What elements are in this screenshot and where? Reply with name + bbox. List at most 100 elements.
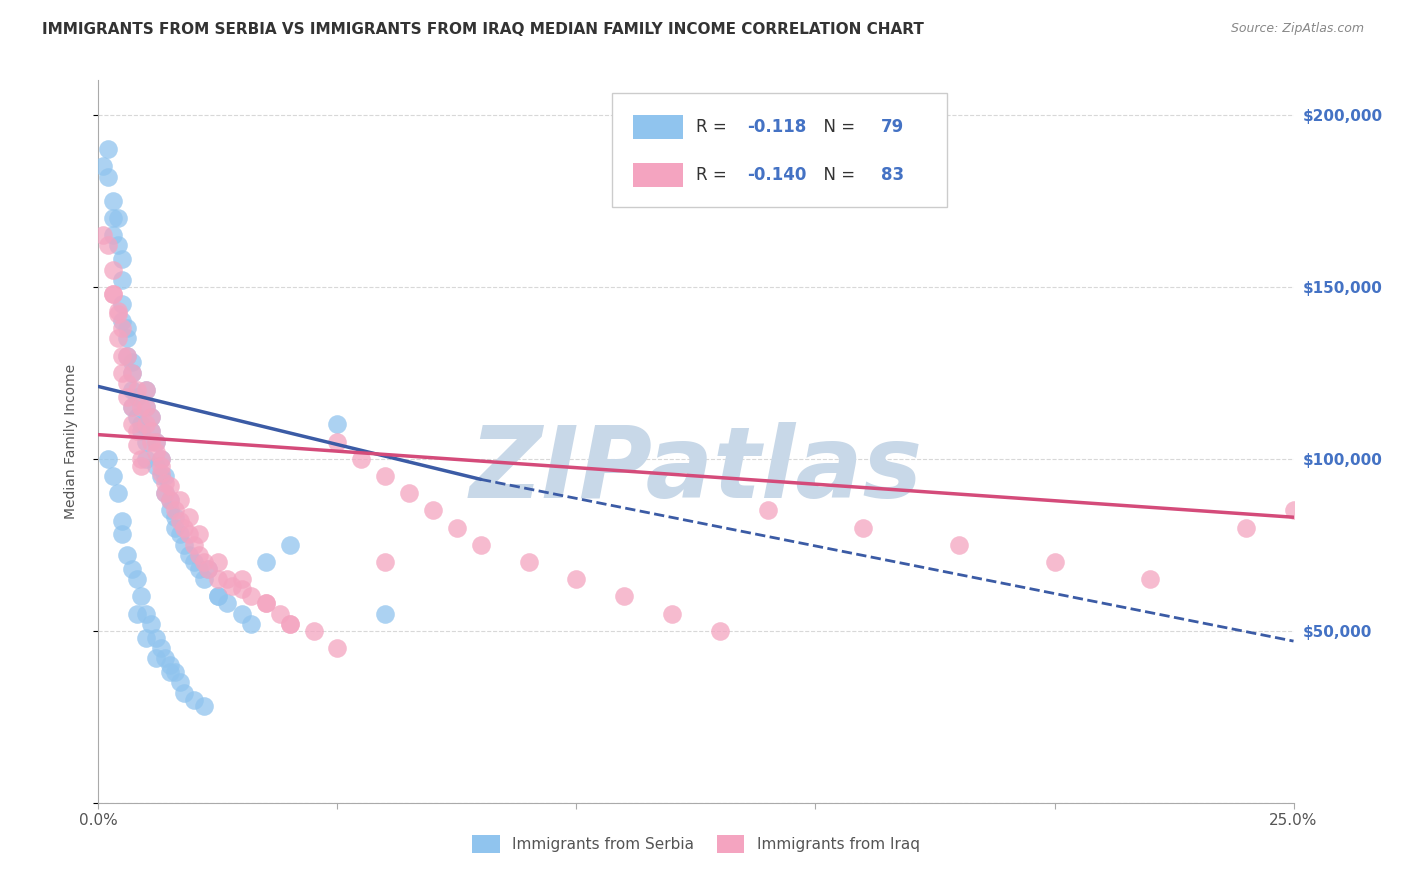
Point (169, 675, 191, 690)
Point (1043, 555, 1066, 569)
Point (107, 307, 129, 321)
Point (121, 366, 143, 380)
Point (221, 579, 243, 593)
Point (179, 527, 201, 541)
Point (207, 590, 229, 604)
Point (131, 400, 153, 414)
Text: N =: N = (813, 118, 860, 136)
Point (374, 555, 396, 569)
Point (155, 486, 177, 500)
Point (111, 273, 134, 287)
Point (217, 596, 239, 610)
Point (254, 596, 277, 610)
Point (111, 314, 134, 328)
Point (517, 555, 540, 569)
Point (131, 417, 153, 432)
Point (565, 572, 588, 586)
Point (135, 451, 157, 466)
Point (302, 624, 325, 638)
Text: R =: R = (696, 166, 733, 184)
Point (661, 607, 683, 621)
Point (187, 562, 209, 576)
Point (115, 349, 138, 363)
Text: 79: 79 (882, 118, 904, 136)
Point (115, 349, 138, 363)
Point (155, 651, 177, 665)
Point (107, 211, 129, 225)
Point (139, 410, 162, 425)
Text: 83: 83 (882, 166, 904, 184)
Point (149, 466, 172, 480)
Point (193, 572, 215, 586)
Point (125, 572, 148, 586)
Point (115, 321, 138, 335)
FancyBboxPatch shape (633, 115, 683, 139)
Point (139, 424, 162, 438)
Point (135, 631, 157, 645)
Point (231, 572, 253, 586)
Point (101, 286, 124, 301)
Point (709, 624, 731, 638)
Point (278, 538, 301, 552)
Point (173, 686, 195, 700)
Point (121, 562, 143, 576)
Point (149, 451, 172, 466)
Point (107, 303, 129, 318)
Point (183, 692, 205, 706)
Y-axis label: Median Family Income: Median Family Income (63, 364, 77, 519)
Point (107, 238, 129, 252)
Point (163, 503, 186, 517)
Point (125, 438, 148, 452)
Legend: Immigrants from Serbia, Immigrants from Iraq: Immigrants from Serbia, Immigrants from … (464, 827, 928, 860)
Point (135, 607, 157, 621)
Point (169, 527, 191, 541)
Point (159, 665, 181, 679)
Point (101, 194, 124, 208)
Point (155, 469, 177, 483)
Point (135, 417, 157, 432)
Point (169, 493, 191, 508)
Point (149, 469, 172, 483)
Point (111, 297, 134, 311)
Point (159, 479, 181, 493)
Point (125, 410, 148, 425)
Point (278, 616, 301, 631)
Point (107, 486, 129, 500)
Point (115, 390, 138, 404)
Point (101, 211, 124, 225)
Point (1234, 520, 1257, 534)
Point (197, 562, 219, 576)
Point (278, 616, 301, 631)
Point (145, 651, 167, 665)
Point (115, 331, 138, 345)
Point (121, 383, 143, 397)
Point (91, 228, 114, 243)
Point (111, 321, 134, 335)
Point (163, 510, 186, 524)
Point (97, 238, 120, 252)
Point (101, 228, 124, 243)
Point (179, 510, 201, 524)
Point (111, 514, 134, 528)
Point (169, 514, 191, 528)
Point (374, 607, 396, 621)
Point (179, 548, 201, 562)
Point (121, 355, 143, 369)
Point (159, 493, 181, 508)
Point (183, 555, 205, 569)
Point (131, 590, 153, 604)
Point (131, 451, 153, 466)
Text: N =: N = (813, 166, 860, 184)
Point (101, 262, 124, 277)
Point (111, 252, 134, 267)
Point (207, 572, 229, 586)
Text: ZIPatlas: ZIPatlas (470, 422, 922, 519)
Text: -0.140: -0.140 (748, 166, 807, 184)
Point (125, 607, 148, 621)
Point (254, 596, 277, 610)
Point (163, 520, 186, 534)
Point (135, 383, 157, 397)
Text: -0.118: -0.118 (748, 118, 807, 136)
Point (149, 451, 172, 466)
Point (91, 159, 114, 173)
